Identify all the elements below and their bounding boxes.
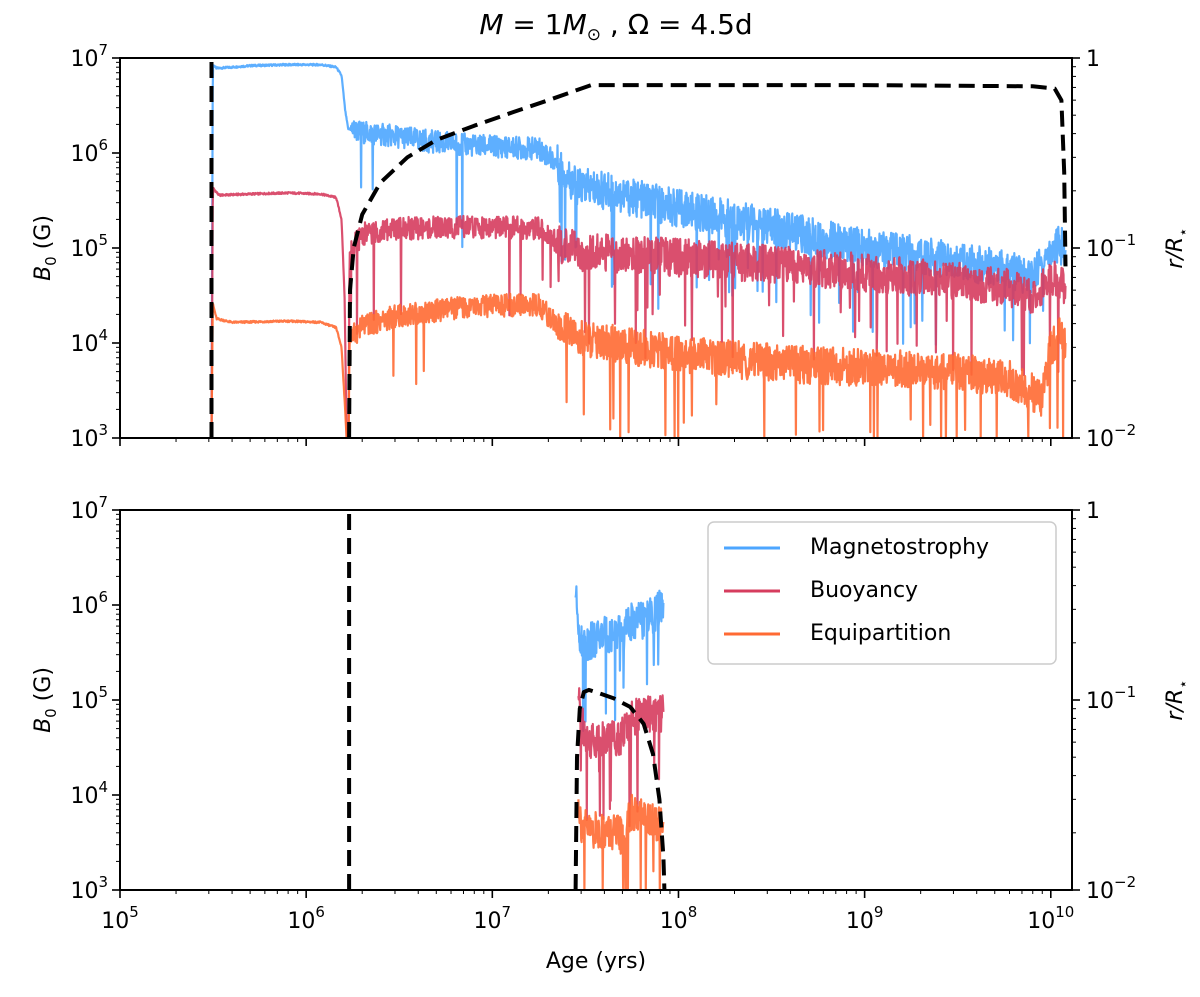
chart-title: M = 1M⊙ , Ω = 4.5d [479, 8, 752, 45]
panel-0-ytick-right-label-1: 10−1 [1086, 231, 1136, 262]
bottom-panel-ylabel-left: B0 (G) [31, 667, 60, 733]
x-axis-label: Age (yrs) [546, 949, 646, 974]
panel-1-ytick-right-label-0: 10−2 [1086, 873, 1136, 904]
x-axis-tick-labels: 105 106 107 108 109 1010 [101, 903, 1074, 934]
panel-1-ytick-left-label-4: 107 [70, 493, 108, 524]
panel-0-line-equipartition-1 [347, 292, 1067, 440]
panel-0-line-equipartition-0 [210, 302, 348, 439]
panel-0-line-buoyancy-0 [210, 186, 348, 439]
bottom-panel: 103 104 105 106 107 10−2 10−1 1 B0 (G) r/R⋆ [31, 493, 1192, 904]
panel-0-ytick-left-label-3: 106 [70, 136, 108, 167]
legend-entry-equipartition: Equipartition [724, 621, 951, 646]
panel-1-ytick-right-label-1: 10−1 [1086, 683, 1136, 714]
legend-entry-magnetostrophy: Magnetostrophy [724, 535, 989, 560]
top-panel-ticks: 103 104 105 106 107 10−2 10−1 1 [70, 41, 1136, 452]
panel-1-line-equipartition-0 [577, 793, 665, 892]
legend-entry-buoyancy: Buoyancy [724, 578, 918, 603]
legend-label-magnetostrophy: Magnetostrophy [810, 535, 989, 560]
panel-1-ytick-left-label-1: 104 [70, 778, 108, 809]
panel-1-ytick-left-label-0: 103 [70, 873, 108, 904]
panel-0-ytick-right-label-2: 1 [1086, 47, 1100, 72]
panel-0-ytick-left-label-4: 107 [70, 41, 108, 72]
panel-1-ytick-right-label-2: 1 [1086, 499, 1100, 524]
panel-1-ytick-left-label-3: 106 [70, 588, 108, 619]
top-panel-lines [209, 58, 1068, 440]
x-tick-label-4: 109 [846, 903, 884, 934]
panel-1-line-radius-1 [573, 687, 667, 891]
x-tick-label-0: 105 [101, 903, 139, 934]
legend-box [707, 521, 1057, 665]
panel-1-ytick-left-label-2: 105 [70, 683, 108, 714]
legend: Magnetostrophy Buoyancy Equipartition [707, 521, 1057, 665]
x-tick-label-2: 107 [474, 903, 512, 934]
top-panel: 103 104 105 106 107 10−2 10−1 1 B0 (G) r/R⋆ [31, 41, 1192, 452]
panel-0-line-buoyancy-1 [347, 214, 1067, 439]
bottom-panel-lines [347, 510, 667, 892]
panel-0-ytick-left-label-0: 103 [70, 421, 108, 452]
panel-1-line-magnetostrophy-0 [574, 585, 665, 732]
x-tick-label-5: 1010 [1027, 903, 1074, 934]
panel-0-line-radius-1 [347, 83, 1068, 439]
panel-0-ytick-left-label-2: 105 [70, 231, 108, 262]
legend-label-equipartition: Equipartition [810, 621, 951, 646]
top-panel-ylabel-right: r/R⋆ [1163, 227, 1192, 268]
bottom-panel-ticks: 103 104 105 106 107 10−2 10−1 1 [70, 493, 1136, 904]
top-panel-ylabel-left: B0 (G) [31, 215, 60, 281]
panel-0-ytick-right-label-0: 10−2 [1086, 421, 1136, 452]
panel-0-ytick-left-label-1: 104 [70, 326, 108, 357]
legend-label-buoyancy: Buoyancy [810, 578, 918, 603]
x-tick-label-3: 108 [660, 903, 698, 934]
bottom-panel-ylabel-right: r/R⋆ [1163, 679, 1192, 720]
x-tick-label-1: 106 [287, 903, 325, 934]
panel-1-line-buoyancy-0 [577, 687, 665, 828]
